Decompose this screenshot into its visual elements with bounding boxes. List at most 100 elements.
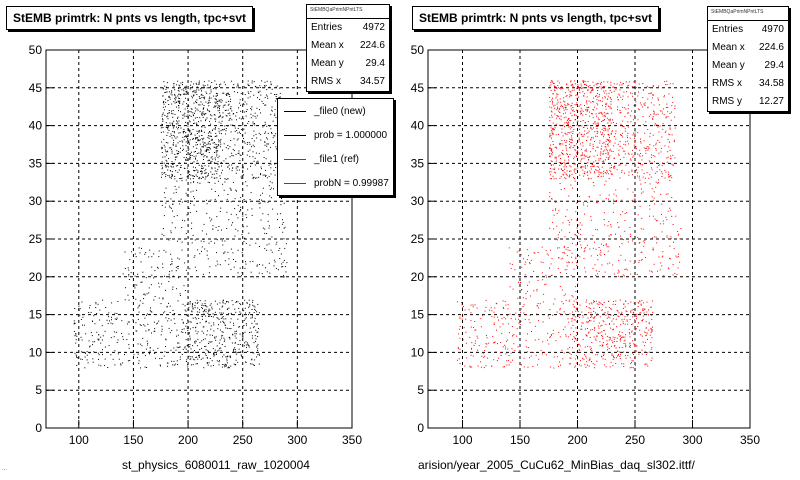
data-point: [104, 330, 106, 332]
data-point: [120, 363, 122, 365]
data-point: [581, 154, 583, 156]
data-point: [117, 339, 119, 341]
data-point: [246, 302, 248, 304]
data-point: [249, 244, 251, 246]
data-point: [615, 347, 617, 349]
data-point: [643, 245, 645, 247]
data-point: [587, 127, 588, 129]
data-point: [183, 114, 185, 116]
data-point: [229, 187, 231, 189]
data-point: [187, 326, 189, 327]
data-point: [179, 140, 181, 142]
data-point: [214, 105, 216, 107]
data-point: [221, 172, 222, 174]
data-point: [171, 360, 173, 362]
data-point: [178, 105, 180, 107]
data-point: [634, 137, 635, 139]
data-point: [249, 261, 251, 263]
data-point: [266, 233, 268, 234]
data-point: [588, 159, 589, 161]
data-point: [171, 330, 173, 331]
data-point: [245, 181, 247, 183]
data-point: [573, 300, 575, 302]
data-point: [191, 228, 193, 230]
data-point: [280, 276, 282, 278]
data-point: [580, 167, 582, 169]
data-point: [562, 257, 564, 259]
data-point: [233, 84, 235, 86]
data-point: [652, 116, 654, 118]
data-point: [202, 238, 204, 240]
data-point: [178, 132, 180, 134]
data-point: [91, 320, 93, 322]
data-point: [222, 364, 224, 366]
data-point: [253, 135, 255, 137]
data-point: [99, 309, 101, 311]
data-point: [578, 349, 580, 351]
data-point: [272, 137, 274, 139]
data-point: [627, 87, 629, 89]
data-point: [169, 170, 171, 172]
data-point: [504, 366, 505, 368]
data-point: [591, 329, 593, 331]
data-point: [162, 120, 164, 122]
data-point: [192, 345, 194, 347]
data-point: [563, 97, 565, 99]
data-point: [575, 355, 577, 357]
data-point: [653, 94, 654, 96]
data-point: [161, 176, 162, 178]
data-point: [206, 93, 208, 94]
data-point: [642, 320, 643, 322]
data-point: [270, 173, 272, 175]
data-point: [600, 254, 602, 256]
data-point: [608, 235, 610, 237]
data-point: [670, 209, 672, 211]
data-point: [459, 316, 461, 318]
data-point: [243, 345, 245, 347]
data-point: [170, 232, 172, 234]
data-point: [574, 234, 576, 236]
data-point: [258, 201, 260, 203]
data-point: [565, 173, 567, 175]
data-point: [586, 335, 588, 337]
data-point: [161, 161, 163, 163]
data-point: [597, 254, 598, 256]
data-point: [265, 175, 267, 176]
data-point: [213, 353, 215, 355]
data-point: [565, 95, 567, 97]
data-point: [589, 329, 591, 331]
data-point: [246, 185, 248, 187]
data-point: [513, 333, 515, 335]
data-point: [214, 242, 216, 244]
y-tick-label: 45: [411, 81, 425, 95]
data-point: [175, 188, 177, 190]
data-point: [205, 91, 207, 93]
data-point: [210, 132, 212, 134]
data-point: [208, 308, 210, 310]
data-point: [644, 351, 646, 353]
data-point: [201, 153, 203, 155]
data-point: [582, 110, 584, 112]
data-point: [635, 169, 637, 170]
data-point: [245, 261, 246, 263]
data-point: [576, 109, 578, 111]
data-point: [250, 192, 252, 194]
data-point: [603, 112, 605, 114]
data-point: [468, 309, 470, 311]
data-point: [592, 146, 594, 147]
data-point: [642, 116, 644, 118]
data-point: [235, 153, 237, 155]
data-point: [271, 133, 273, 135]
data-point: [242, 147, 243, 149]
data-point: [230, 98, 232, 100]
data-point: [218, 141, 220, 143]
data-point: [629, 226, 631, 228]
data-point: [523, 366, 525, 368]
data-point: [567, 119, 569, 120]
data-point: [190, 84, 192, 86]
data-point: [171, 91, 173, 93]
data-point: [629, 233, 631, 235]
data-point: [613, 193, 615, 195]
data-point: [632, 134, 634, 136]
data-point: [601, 355, 603, 357]
